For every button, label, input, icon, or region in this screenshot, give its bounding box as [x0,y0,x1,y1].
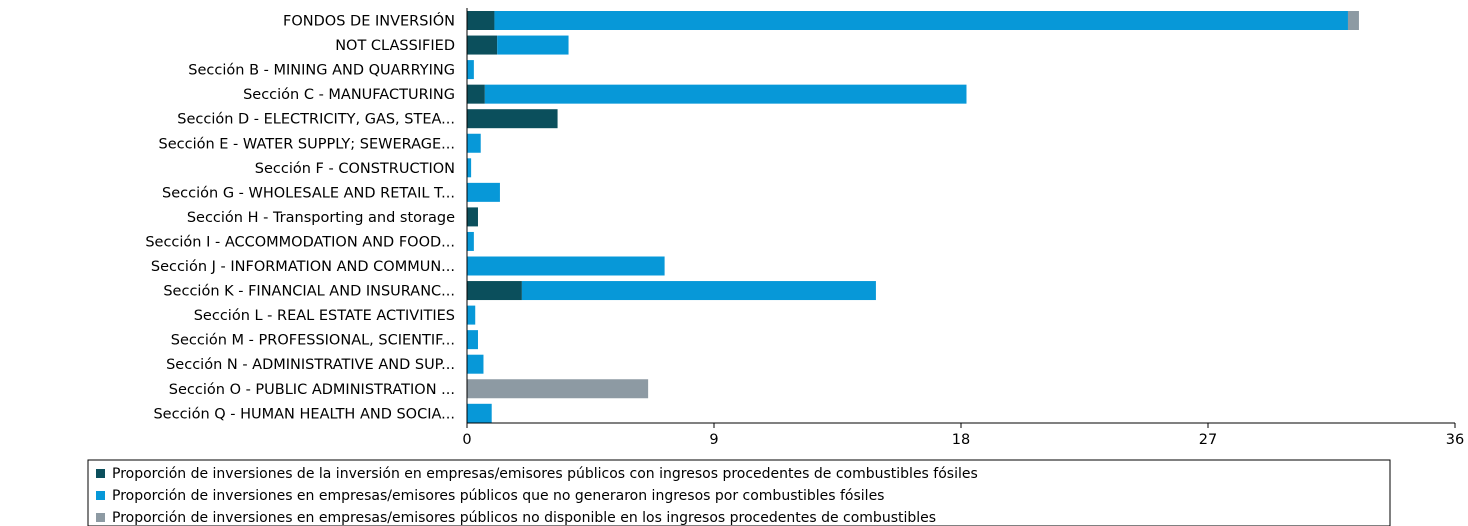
bars-group [467,11,1359,423]
category-label: NOT CLASSIFIED [335,38,455,54]
legend-label-series-3: Proporción de inversiones en empresas/em… [112,510,936,526]
category-label: Sección Q - HUMAN HEALTH AND SOCIA... [153,406,455,422]
bar-segment-series-2 [467,330,478,350]
category-label: Sección C - MANUFACTURING [243,87,455,103]
x-tick-label: 9 [709,432,718,448]
x-axis: 0 9 18 27 36 [462,8,1464,448]
category-label: Sección E - WATER SUPPLY; SEWERAGE... [159,136,455,152]
category-label: Sección K - FINANCIAL AND INSURANC... [163,284,455,300]
category-label: FONDOS DE INVERSIÓN [283,12,455,30]
category-label: Sección O - PUBLIC ADMINISTRATION ... [169,382,455,398]
category-label: Sección M - PROFESSIONAL, SCIENTIF... [171,333,455,349]
category-label: Sección D - ELECTRICITY, GAS, STEA... [177,112,455,128]
bar-segment-series-1 [467,84,485,104]
bar-segment-series-2 [494,11,1348,30]
category-label: Sección J - INFORMATION AND COMMUN... [151,259,455,275]
legend-label-series-2: Proporción de inversiones en empresas/em… [112,488,884,504]
category-label: Sección B - MINING AND QUARRYING [188,63,455,79]
bar-segment-series-1 [467,35,498,55]
category-label: Sección I - ACCOMMODATION AND FOOD... [145,234,455,250]
legend-label-series-1: Proporción de inversiones de la inversió… [112,466,978,482]
x-tick-label: 36 [1446,432,1464,448]
bar-segment-series-1 [467,281,522,301]
x-tick-label: 18 [952,432,970,448]
bar-segment-series-2 [467,133,481,153]
category-labels: FONDOS DE INVERSIÓN NOT CLASSIFIED Sección… [145,12,455,423]
category-label: Sección F - CONSTRUCTION [255,161,455,177]
bar-segment-series-2 [467,231,474,251]
legend-swatch-series-1 [96,469,105,478]
bar-segment-series-2 [467,403,492,423]
x-tick-label: 0 [462,432,471,448]
bar-segment-series-1 [467,11,495,30]
bar-segment-series-2 [467,305,476,325]
bar-segment-series-1 [467,207,478,227]
category-label: Sección G - WHOLESALE AND RETAIL T... [162,185,455,201]
category-label: Sección N - ADMINISTRATIVE AND SUP... [166,357,455,373]
legend-box [87,459,1391,526]
bar-segment-series-2 [521,281,876,301]
bar-segment-series-2 [467,158,472,178]
bar-segment-series-1 [467,109,558,129]
category-label: Sección H - Transporting and storage [187,210,455,226]
bar-segment-series-2 [467,354,484,374]
legend-swatch-series-3 [96,513,105,522]
bar-segment-series-2 [467,60,474,80]
x-tick-label: 27 [1199,432,1217,448]
bar-segment-series-3 [1347,11,1359,30]
legend-swatch-series-2 [96,491,105,500]
bar-segment-series-2 [467,182,500,202]
bar-segment-series-2 [467,256,665,276]
bar-segment-series-2 [497,35,569,55]
bar-segment-series-2 [484,84,967,104]
category-label: Sección L - REAL ESTATE ACTIVITIES [194,308,455,324]
bar-segment-series-3 [467,379,649,399]
legend: Proporción de inversiones de la inversió… [87,459,1391,526]
